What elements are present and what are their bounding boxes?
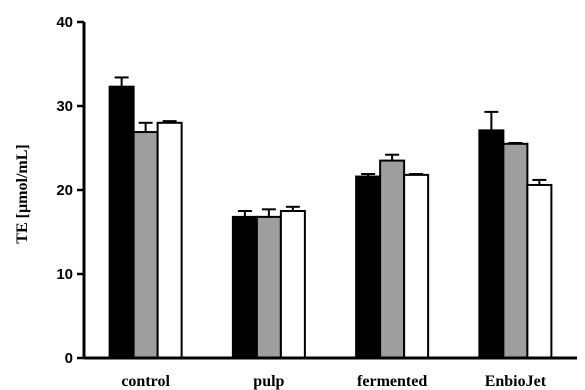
bar: [279, 210, 306, 359]
bars: [108, 76, 553, 360]
y-tick-label: 40: [56, 14, 73, 31]
x-axis: control pulp fermented EnbioJet: [84, 356, 577, 390]
x-tick-label: control: [121, 373, 170, 390]
y-axis-label: TE [µmol/mL]: [14, 144, 31, 243]
x-tick-label: EnbioJet: [485, 373, 547, 390]
y-tick-label: 30: [56, 98, 73, 115]
y-tick-label: 10: [56, 266, 73, 283]
y-tick-label: 20: [56, 182, 73, 199]
bar: [502, 142, 529, 359]
bar: [478, 129, 505, 359]
bar: [355, 175, 382, 359]
y-tick-label: 0: [65, 350, 73, 367]
bar: [108, 85, 135, 360]
y-axis: 0 10 20 30 40: [56, 14, 86, 367]
bar: [132, 131, 159, 359]
bar: [379, 159, 406, 359]
x-tick-label: pulp: [253, 373, 284, 390]
bar: [526, 183, 553, 359]
bar: [255, 215, 282, 359]
bar: [403, 173, 430, 359]
x-tick-label: fermented: [357, 373, 427, 390]
bar: [156, 121, 183, 359]
bar: [231, 215, 258, 359]
